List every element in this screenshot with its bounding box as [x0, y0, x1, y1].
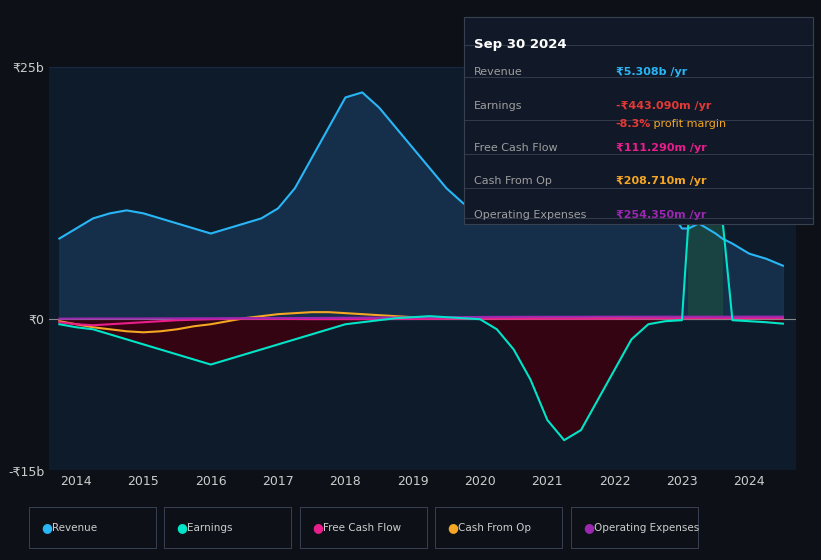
Text: ₹254.350m /yr: ₹254.350m /yr [616, 210, 706, 220]
Text: ●: ● [447, 521, 458, 534]
Text: ₹208.710m /yr: ₹208.710m /yr [616, 176, 706, 186]
Text: ₹111.290m /yr: ₹111.290m /yr [616, 143, 707, 153]
Text: Revenue: Revenue [52, 522, 97, 533]
Text: -8.3%: -8.3% [616, 119, 651, 129]
Text: ●: ● [177, 521, 187, 534]
Text: Operating Expenses: Operating Expenses [474, 210, 586, 220]
Text: Free Cash Flow: Free Cash Flow [474, 143, 557, 153]
Text: ₹5.308b /yr: ₹5.308b /yr [616, 67, 687, 77]
Text: -₹443.090m /yr: -₹443.090m /yr [616, 101, 711, 111]
Text: Sep 30 2024: Sep 30 2024 [474, 38, 566, 51]
Text: Cash From Op: Cash From Op [458, 522, 531, 533]
Text: Earnings: Earnings [187, 522, 232, 533]
Text: Earnings: Earnings [474, 101, 522, 111]
Text: Free Cash Flow: Free Cash Flow [323, 522, 401, 533]
Text: profit margin: profit margin [650, 119, 727, 129]
Text: Cash From Op: Cash From Op [474, 176, 552, 186]
Text: Operating Expenses: Operating Expenses [594, 522, 699, 533]
Text: ●: ● [41, 521, 52, 534]
Text: ●: ● [583, 521, 594, 534]
Text: ●: ● [312, 521, 323, 534]
Text: Revenue: Revenue [474, 67, 522, 77]
